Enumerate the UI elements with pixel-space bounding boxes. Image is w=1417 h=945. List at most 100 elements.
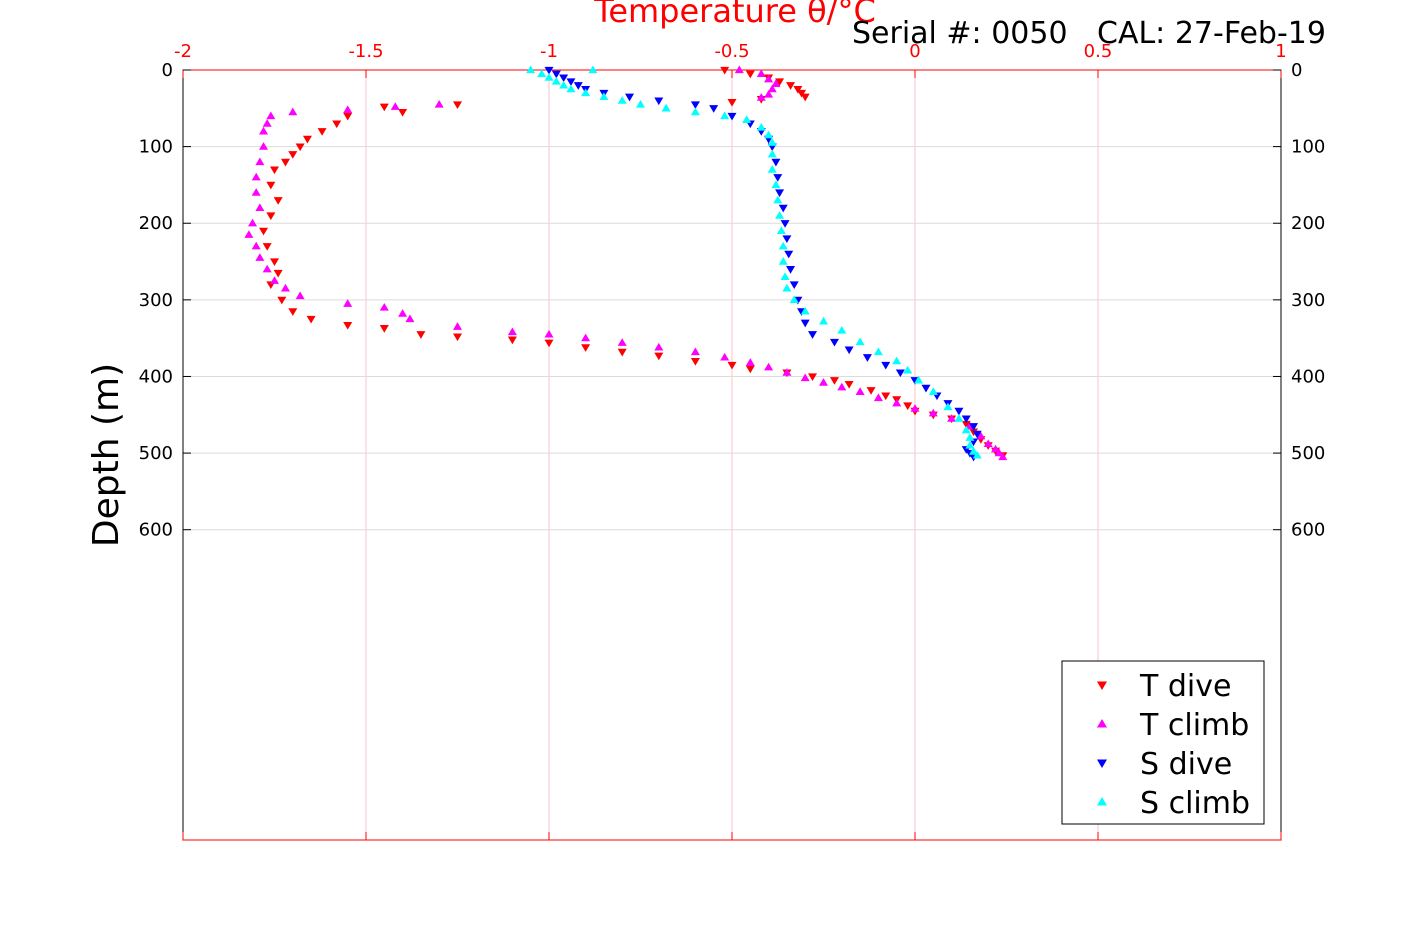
- data-point: [288, 107, 298, 116]
- data-point: [244, 230, 254, 238]
- y-tick-label-right: 500: [1291, 443, 1325, 464]
- data-point: [273, 197, 283, 205]
- data-point: [379, 325, 389, 333]
- data-point: [780, 220, 790, 228]
- data-point: [661, 103, 671, 112]
- data-point: [778, 257, 788, 265]
- y-tick-label-right: 0: [1291, 60, 1302, 81]
- data-point: [844, 346, 854, 355]
- y-axis-label: Depth (m): [86, 363, 127, 547]
- data-point: [727, 361, 737, 370]
- data-point: [954, 407, 964, 416]
- data-point: [266, 181, 276, 190]
- data-point: [255, 203, 265, 212]
- data-point: [771, 180, 781, 189]
- data-point: [625, 93, 635, 102]
- data-point: [559, 74, 569, 83]
- data-point: [379, 103, 389, 112]
- data-point: [453, 101, 462, 109]
- data-point: [764, 90, 774, 98]
- data-point: [599, 92, 609, 100]
- data-point: [998, 452, 1008, 461]
- data-point: [789, 295, 799, 304]
- data-point: [453, 322, 462, 330]
- data-point: [756, 93, 766, 101]
- data-point: [819, 316, 828, 325]
- data-point: [903, 402, 913, 411]
- data-point: [544, 339, 554, 348]
- data-point: [910, 404, 920, 412]
- data-point: [559, 80, 569, 89]
- data-point: [767, 138, 777, 146]
- data-point: [526, 65, 536, 74]
- data-point: [756, 122, 766, 131]
- data-point: [771, 158, 781, 167]
- serial-number-label: Serial #: 0050: [852, 16, 1068, 51]
- data-point: [965, 440, 975, 449]
- data-point: [295, 291, 305, 300]
- data-point: [709, 105, 719, 113]
- data-point: [251, 188, 261, 196]
- data-point: [416, 331, 426, 339]
- data-point: [881, 392, 891, 401]
- data-point: [690, 107, 700, 116]
- data-point: [786, 266, 796, 274]
- data-point: [961, 415, 971, 424]
- data-point: [727, 112, 737, 121]
- data-point: [745, 365, 755, 374]
- data-point: [405, 314, 415, 323]
- y-tick-label-left: 0: [162, 60, 173, 81]
- data-point: [782, 235, 792, 244]
- data-point: [829, 338, 839, 347]
- x-tick-label: 1: [1275, 41, 1286, 62]
- data-point: [390, 102, 400, 110]
- data-point: [270, 258, 279, 267]
- data-point: [720, 66, 730, 75]
- x-tick-label: -1.5: [348, 41, 383, 62]
- y-tick-label-left: 400: [139, 366, 173, 387]
- data-point: [544, 329, 554, 338]
- data-point: [961, 420, 971, 429]
- data-point: [745, 70, 755, 79]
- x-tick-label: 0: [909, 41, 920, 62]
- data-point: [654, 342, 664, 351]
- y-tick-label-left: 200: [139, 213, 173, 234]
- legend: T dive T climb S dive S climb: [1061, 660, 1265, 825]
- legend-marker: [1097, 681, 1107, 690]
- data-point: [767, 165, 777, 173]
- data-point: [302, 135, 312, 144]
- data-point: [773, 174, 783, 182]
- data-point: [343, 105, 353, 113]
- points-layer: [244, 65, 1008, 462]
- data-point: [881, 361, 891, 370]
- data-point: [928, 408, 938, 417]
- data-point: [764, 130, 774, 139]
- data-point: [581, 344, 591, 352]
- data-point: [943, 402, 953, 411]
- data-point: [270, 276, 279, 284]
- data-point: [551, 76, 561, 85]
- data-point: [789, 281, 799, 290]
- data-point: [453, 333, 462, 342]
- data-point: [954, 414, 964, 422]
- legend-items: T dive T climb S dive S climb: [1097, 669, 1250, 821]
- data-point: [343, 112, 353, 121]
- data-point: [914, 375, 924, 384]
- data-point: [727, 99, 737, 107]
- data-point: [720, 352, 730, 361]
- data-point: [844, 380, 854, 389]
- series-s-dive: [544, 66, 982, 462]
- data-point: [581, 88, 591, 97]
- data-point: [921, 384, 931, 393]
- series-t-dive: [259, 66, 1008, 460]
- data-point: [537, 69, 547, 77]
- data-point: [808, 331, 818, 339]
- data-point: [332, 120, 342, 129]
- data-point: [775, 78, 785, 86]
- data-point: [866, 387, 876, 395]
- data-point: [295, 143, 305, 152]
- y-tick-label-right: 300: [1291, 290, 1325, 311]
- series-t-climb: [244, 65, 1008, 461]
- legend-label: S climb: [1140, 786, 1250, 821]
